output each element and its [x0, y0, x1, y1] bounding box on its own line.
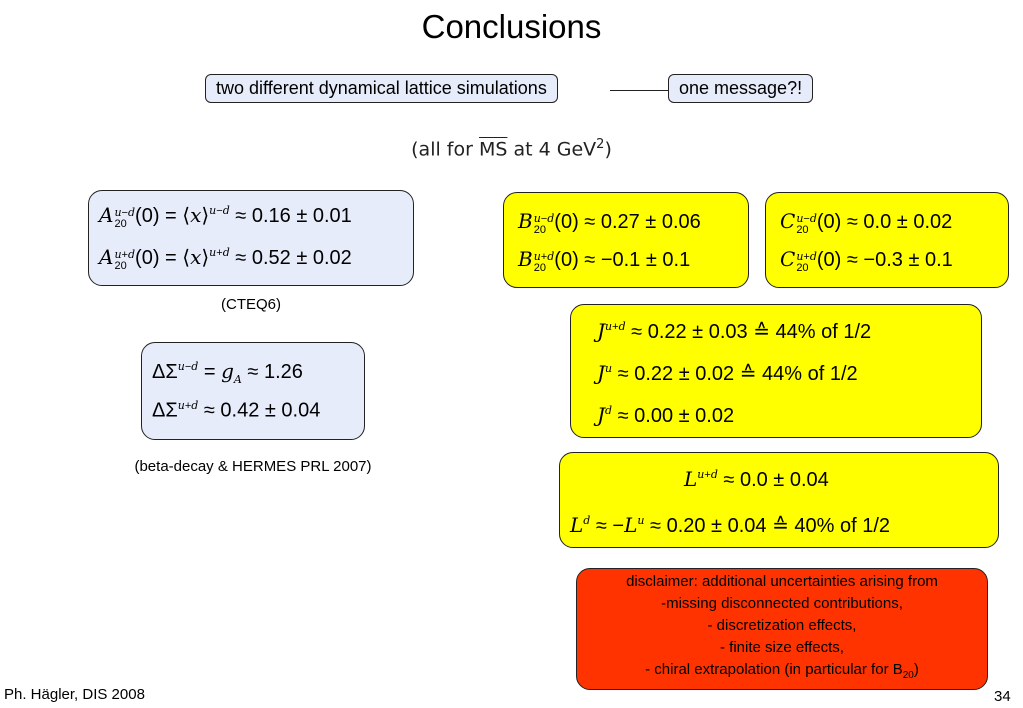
disclaimer-line-1: disclaimer: additional uncertainties ari… — [626, 573, 938, 590]
j-box: Ju+d ≈ 0.22 ± 0.03 ≙ 44% of 1/2 Ju ≈ 0.2… — [570, 304, 982, 438]
pill-one-message: one message?! — [668, 74, 814, 103]
slide-title: Conclusions — [421, 8, 602, 45]
j-d: Jd ≈ 0.00 ± 0.02 — [597, 403, 735, 427]
cteq-caption: (CTEQ6) — [221, 296, 281, 313]
pill-lattice-simulations: two different dynamical lattice simulati… — [205, 74, 558, 103]
j-u-plus-d: Ju+d ≈ 0.22 ± 0.03 ≙ 44% of 1/2 — [597, 319, 872, 343]
j-u: Ju ≈ 0.22 ± 0.02 ≙ 44% of 1/2 — [597, 361, 858, 385]
delta-sigma-u-plus-d: ΔΣu+d ≈ 0.42 ± 0.04 — [152, 399, 321, 422]
delta-sigma-u-minus-d: ΔΣu−d = gA ≈ 1.26 — [152, 359, 303, 386]
disclaimer-line-5: - chiral extrapolation (in particular fo… — [645, 661, 919, 681]
pill-connector — [610, 90, 668, 91]
delta-sigma-box: ΔΣu−d = gA ≈ 1.26 ΔΣu+d ≈ 0.42 ± 0.04 — [141, 342, 365, 440]
disclaimer-box: disclaimer: additional uncertainties ari… — [576, 568, 988, 690]
l-d: Ld ≈ −Lu ≈ 0.20 ± 0.04 ≙ 40% of 1/2 — [570, 513, 891, 537]
beta-decay-caption: (beta-decay & HERMES PRL 2007) — [134, 458, 372, 475]
page-number: 34 — [994, 688, 1011, 705]
disclaimer-line-4: - finite size effects, — [720, 639, 844, 656]
disclaimer-line-2: -missing disconnected contributions, — [661, 595, 903, 612]
footer-author: Ph. Hägler, DIS 2008 — [4, 686, 145, 703]
l-box: Lu+d ≈ 0.0 ± 0.04 Ld ≈ −Lu ≈ 0.20 ± 0.04… — [559, 452, 999, 548]
l-u-plus-d: Lu+d ≈ 0.0 ± 0.04 — [684, 467, 829, 491]
scheme-note: (all for MS at 4 GeV2) — [411, 137, 612, 161]
disclaimer-line-3: - discretization effects, — [707, 617, 857, 634]
